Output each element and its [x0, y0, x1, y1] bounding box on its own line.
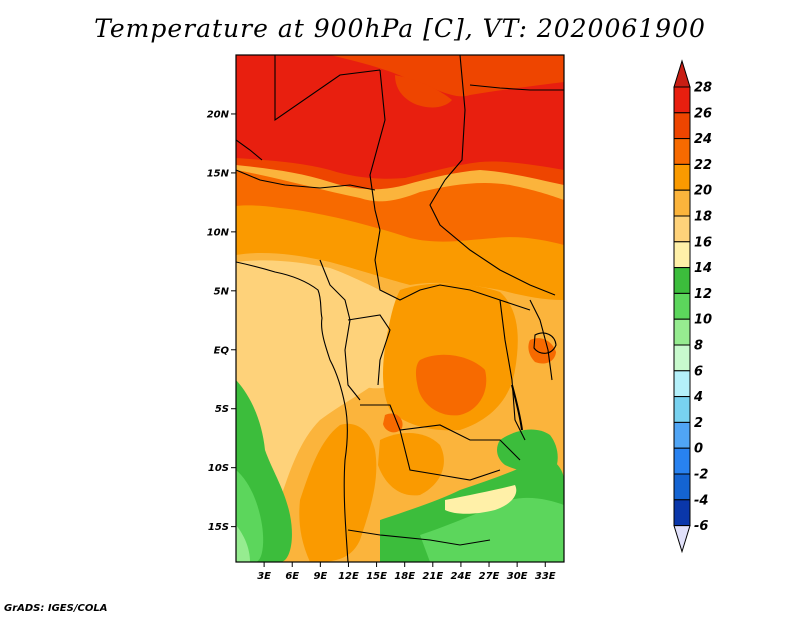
field-26-28-pocket: [395, 75, 452, 108]
colorbar-segment: [673, 292, 691, 320]
grads-credit: GrADS: IGES/COLA: [4, 603, 108, 614]
field-22-24-south: [378, 433, 444, 496]
colorbar-segment: [673, 344, 691, 372]
colorbar-level-label: -4: [694, 493, 708, 508]
colorbar-level-label: 18: [694, 210, 712, 225]
lat-tick-label: 15S: [208, 522, 229, 533]
colorbar-level-label: 14: [694, 261, 712, 276]
field-24-26-core: [415, 354, 487, 416]
field-16-18-south: [445, 485, 517, 514]
border-15: [236, 139, 263, 161]
border-12: [499, 299, 526, 441]
border-14: [469, 84, 564, 91]
colorbar-segment: [673, 421, 691, 449]
border-11: [347, 529, 491, 546]
colorbar-level-label: 2: [694, 416, 703, 431]
field-above-28: [236, 55, 564, 179]
colorbar-level-label: 10: [694, 313, 712, 328]
lat-tick-label: 10S: [208, 463, 229, 474]
field-12-14-south: [420, 497, 564, 562]
field-24-26-north: [236, 170, 564, 245]
colorbar-level-label: 8: [694, 339, 703, 354]
field-22-24-north: [236, 200, 564, 300]
colorbar-level-label: 12: [694, 287, 712, 302]
colorbar-level-label: 6: [694, 364, 703, 379]
colorbar-segment: [673, 396, 691, 423]
colorbar-level-label: 4: [693, 390, 703, 405]
colorbar-segment: [673, 499, 691, 527]
colorbar-level-label: 22: [694, 158, 712, 173]
latitude-axis: 20N 15N 10N 5N EQ 5S 10S 15S: [207, 109, 236, 533]
colorbar-segment: [673, 318, 691, 346]
colorbar-segment: [673, 163, 691, 191]
colorbar-level-label: 26: [694, 106, 712, 121]
lon-tick-label: 3E: [257, 571, 271, 582]
lat-tick-label: 15N: [207, 168, 230, 179]
map-frame: [235, 54, 565, 563]
colorbar-segment: [673, 112, 691, 140]
lat-tick-label: 10N: [207, 227, 230, 238]
colorbar-segment: [673, 215, 691, 243]
boundaries: [236, 55, 564, 562]
border-10: [399, 429, 501, 481]
lake: [511, 384, 523, 431]
border-6: [374, 229, 531, 311]
border-1: [274, 55, 381, 122]
lat-tick-label: EQ: [214, 345, 230, 356]
border-8: [347, 314, 391, 386]
colorbar-segment: [673, 447, 691, 475]
colorbar-segment: [673, 189, 691, 217]
lon-tick-label: 12E: [338, 571, 359, 582]
lat-tick-label: 20N: [207, 109, 230, 120]
lake-victoria: [533, 332, 557, 354]
colorbar-level-label: 0: [694, 442, 703, 457]
colorbar-level-label: 16: [694, 235, 712, 250]
colorbar-bottom-arrow: [673, 525, 691, 554]
field-24-26-spot: [383, 413, 403, 433]
colorbar-level-label: 20: [694, 184, 712, 199]
lon-tick-label: 24E: [451, 571, 472, 582]
lon-tick-label: 33E: [535, 571, 556, 582]
lon-tick-label: 9E: [313, 571, 327, 582]
border-5: [429, 179, 556, 296]
colorbar-level-label: -6: [694, 519, 708, 534]
lon-tick-label: 21E: [422, 571, 443, 582]
colorbar-segment: [673, 138, 691, 165]
colorbar-segment: [673, 86, 691, 114]
border-3: [444, 55, 466, 181]
lon-tick-label: 30E: [507, 571, 528, 582]
colorbar-level-label: 24: [694, 132, 712, 147]
colorbar-level-label: -2: [694, 468, 708, 483]
border-4: [236, 169, 376, 191]
map-title: Temperature at 900hPa [C], VT: 202006190…: [94, 14, 706, 43]
colorbar-segment: [673, 241, 691, 269]
temperature-field: [236, 55, 564, 562]
colorbar-top-arrow: [673, 59, 691, 88]
colorbar-segment: [673, 473, 691, 501]
lat-tick-label: 5N: [214, 286, 230, 297]
border-9: [360, 404, 521, 461]
coastline: [236, 261, 349, 562]
border-2: [369, 69, 386, 231]
longitude-axis: 3E 6E 9E 12E 15E 18E 21E 24E 27E 30E 33E: [257, 562, 556, 582]
colorbar-level-label: 28: [694, 81, 712, 96]
field-22-24-southwest: [299, 423, 377, 562]
lon-tick-label: 27E: [479, 571, 500, 582]
colorbar-segment: [673, 370, 691, 398]
field-14-16-east: [497, 429, 558, 473]
border-13: [529, 299, 553, 381]
lon-tick-label: 15E: [366, 571, 387, 582]
field-10-12-southwest: [236, 525, 250, 562]
lat-tick-label: 5S: [215, 404, 229, 415]
lon-tick-label: 6E: [285, 571, 299, 582]
lon-tick-label: 18E: [394, 571, 415, 582]
colorbar-segment: [673, 267, 691, 294]
